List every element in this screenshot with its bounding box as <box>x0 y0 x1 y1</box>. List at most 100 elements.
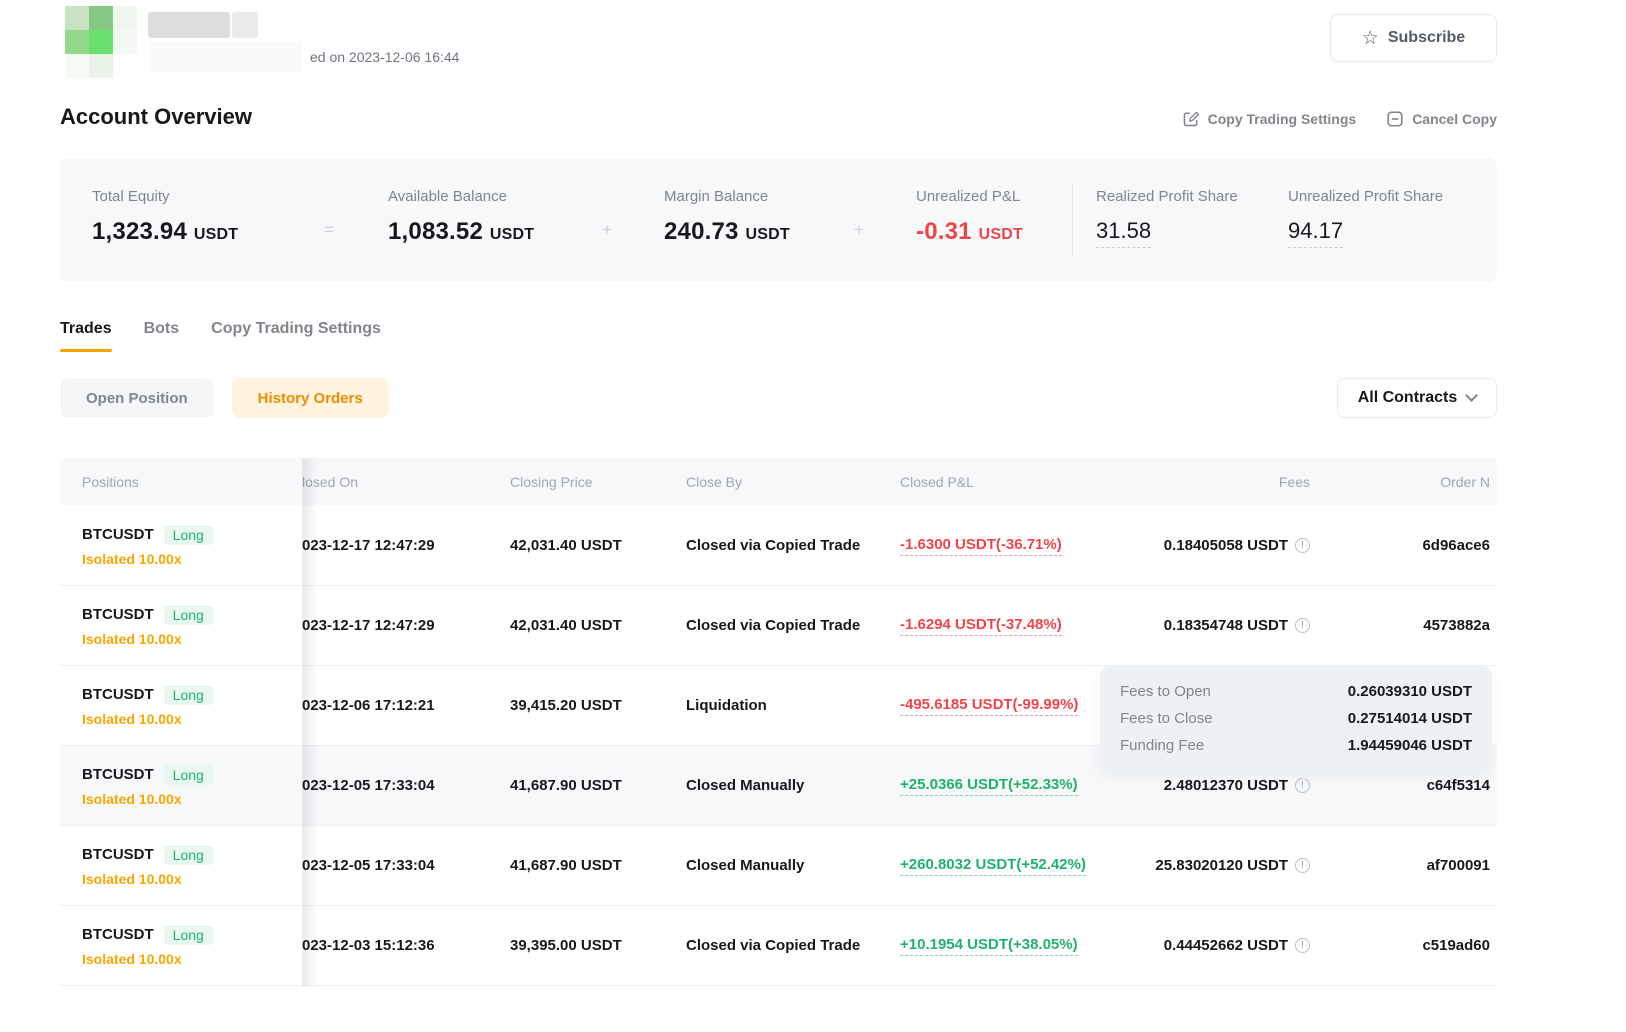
margin-leverage: Isolated 10.00x <box>82 950 182 967</box>
symbol: BTCUSDT <box>82 766 154 783</box>
fees-value: 2.48012370 USDT <box>1163 777 1288 794</box>
symbol: BTCUSDT <box>82 926 154 943</box>
margin-leverage: Isolated 10.00x <box>82 870 182 887</box>
closed-pnl: -495.6185 USDT(-99.99%) <box>900 696 1079 716</box>
info-icon[interactable] <box>1295 538 1310 553</box>
table-row[interactable]: BTCUSDT Long Isolated 10.00x 023-12-17 1… <box>60 506 1497 586</box>
order-no: af700091 <box>1426 857 1490 874</box>
stat-value: 1,083.52 <box>388 218 484 245</box>
fees-value: 0.44452662 USDT <box>1163 937 1288 954</box>
stat-value: 1,323.94 <box>92 218 188 245</box>
margin-leverage: Isolated 10.00x <box>82 790 182 807</box>
tabs: Trades Bots Copy Trading Settings <box>60 320 381 352</box>
symbol: BTCUSDT <box>82 686 154 703</box>
stat-unit: USDT <box>489 226 535 243</box>
tooltip-row: Fees to Close 0.27514014 USDT <box>1120 705 1472 732</box>
closed-pnl: -1.6294 USDT(-37.48%) <box>900 616 1062 636</box>
close-by: Closed via Copied Trade <box>686 617 861 634</box>
subscribe-label: Subscribe <box>1387 29 1466 46</box>
stat-unrealized-pnl: Unrealized P&L -0.31 USDT <box>916 188 1023 246</box>
minus-square-icon <box>1386 110 1404 128</box>
closed-pnl: +260.8032 USDT(+52.42%) <box>900 856 1086 876</box>
header-closed-on: losed On <box>302 474 359 490</box>
cancel-copy-button[interactable]: Cancel Copy <box>1386 110 1497 128</box>
open-position-button[interactable]: Open Position <box>60 378 214 418</box>
avatar <box>65 6 137 78</box>
stat-unit: USDT <box>978 226 1023 243</box>
closed-on: 023-12-05 17:33:04 <box>302 857 435 874</box>
closing-price: 42,031.40 USDT <box>510 537 622 554</box>
cancel-copy-label: Cancel Copy <box>1412 111 1497 127</box>
header-close-by: Close By <box>686 474 743 490</box>
stat-label: Available Balance <box>388 188 507 205</box>
stat-total-equity: Total Equity 1,323.94 USDT <box>92 188 238 246</box>
blurred-username-badge <box>232 12 258 38</box>
closed-pnl: +25.0366 USDT(+52.33%) <box>900 776 1078 796</box>
close-by: Closed via Copied Trade <box>686 937 861 954</box>
copy-trading-settings-button[interactable]: Copy Trading Settings <box>1182 110 1357 128</box>
closed-pnl: -1.6300 USDT(-36.71%) <box>900 536 1062 556</box>
order-no: c64f5314 <box>1426 777 1490 794</box>
stat-label: Margin Balance <box>664 188 769 205</box>
closing-price: 39,415.20 USDT <box>510 697 622 714</box>
history-orders-button[interactable]: History Orders <box>231 378 389 418</box>
closing-price: 41,687.90 USDT <box>510 857 622 874</box>
closed-on: 023-12-17 12:47:29 <box>302 617 435 634</box>
margin-leverage: Isolated 10.00x <box>82 550 182 567</box>
side-badge: Long <box>163 604 213 625</box>
symbol: BTCUSDT <box>82 846 154 863</box>
subscribe-button[interactable]: ☆ Subscribe <box>1330 14 1497 62</box>
blurred-username <box>148 12 230 38</box>
tooltip-value: 0.26039310 USDT <box>1347 683 1472 700</box>
tooltip-row: Fees to Open 0.26039310 USDT <box>1120 678 1472 705</box>
table-row[interactable]: BTCUSDT Long Isolated 10.00x 023-12-05 1… <box>60 826 1497 906</box>
margin-leverage: Isolated 10.00x <box>82 630 182 647</box>
edit-icon <box>1182 110 1200 128</box>
stat-label: Unrealized P&L <box>916 188 1021 205</box>
close-by: Closed Manually <box>686 857 805 874</box>
equals-separator: = <box>324 220 334 239</box>
stat-margin-balance: Margin Balance 240.73 USDT <box>664 188 790 246</box>
closed-on: 023-12-06 17:12:21 <box>302 697 435 714</box>
closing-price: 42,031.40 USDT <box>510 617 622 634</box>
stat-label: Realized Profit Share <box>1096 188 1238 205</box>
header-fees: Fees <box>1278 474 1310 490</box>
side-badge: Long <box>163 524 213 545</box>
stat-unit: USDT <box>193 226 239 243</box>
stat-value: 31.58 <box>1096 218 1152 248</box>
side-badge: Long <box>163 764 213 785</box>
stat-unrealized-profit-share: Unrealized Profit Share 94.17 <box>1288 188 1443 248</box>
closed-on: 023-12-17 12:47:29 <box>302 537 435 554</box>
all-contracts-dropdown[interactable]: All Contracts <box>1337 378 1497 418</box>
overview-actions: Copy Trading Settings Cancel Copy <box>1182 110 1497 128</box>
info-icon[interactable] <box>1295 778 1310 793</box>
info-icon[interactable] <box>1295 938 1310 953</box>
stat-value: -0.31 <box>916 218 972 245</box>
all-contracts-label: All Contracts <box>1357 389 1458 406</box>
closed-on: 023-12-05 17:33:04 <box>302 777 435 794</box>
table-header: Positions losed On Closing Price Close B… <box>60 458 1497 506</box>
account-stats-panel: Total Equity 1,323.94 USDT = Available B… <box>60 158 1497 282</box>
tooltip-value: 0.27514014 USDT <box>1347 710 1472 727</box>
stat-available-balance: Available Balance 1,083.52 USDT <box>388 188 534 246</box>
table-row[interactable]: BTCUSDT Long Isolated 10.00x 023-12-17 1… <box>60 586 1497 666</box>
table-row[interactable]: BTCUSDT Long Isolated 10.00x 023-12-03 1… <box>60 906 1497 986</box>
plus-separator: + <box>602 220 612 239</box>
info-icon[interactable] <box>1295 858 1310 873</box>
info-icon[interactable] <box>1295 618 1310 633</box>
symbol: BTCUSDT <box>82 526 154 543</box>
header-closed-pnl: Closed P&L <box>900 474 974 490</box>
page-title: Account Overview <box>60 104 252 129</box>
tab-bots[interactable]: Bots <box>143 320 180 337</box>
fees-value: 25.83020120 USDT <box>1155 857 1288 874</box>
stat-realized-profit-share: Realized Profit Share 31.58 <box>1096 188 1238 248</box>
tooltip-label: Funding Fee <box>1120 737 1205 754</box>
side-badge: Long <box>163 684 213 705</box>
closed-on: 023-12-03 15:12:36 <box>302 937 435 954</box>
tab-trades[interactable]: Trades <box>60 320 112 352</box>
copy-trading-settings-label: Copy Trading Settings <box>1207 111 1357 127</box>
close-by: Liquidation <box>686 697 767 714</box>
order-no: c519ad60 <box>1422 937 1490 954</box>
tab-copy-trading-settings[interactable]: Copy Trading Settings <box>211 320 381 337</box>
header-closing-price: Closing Price <box>510 474 593 490</box>
